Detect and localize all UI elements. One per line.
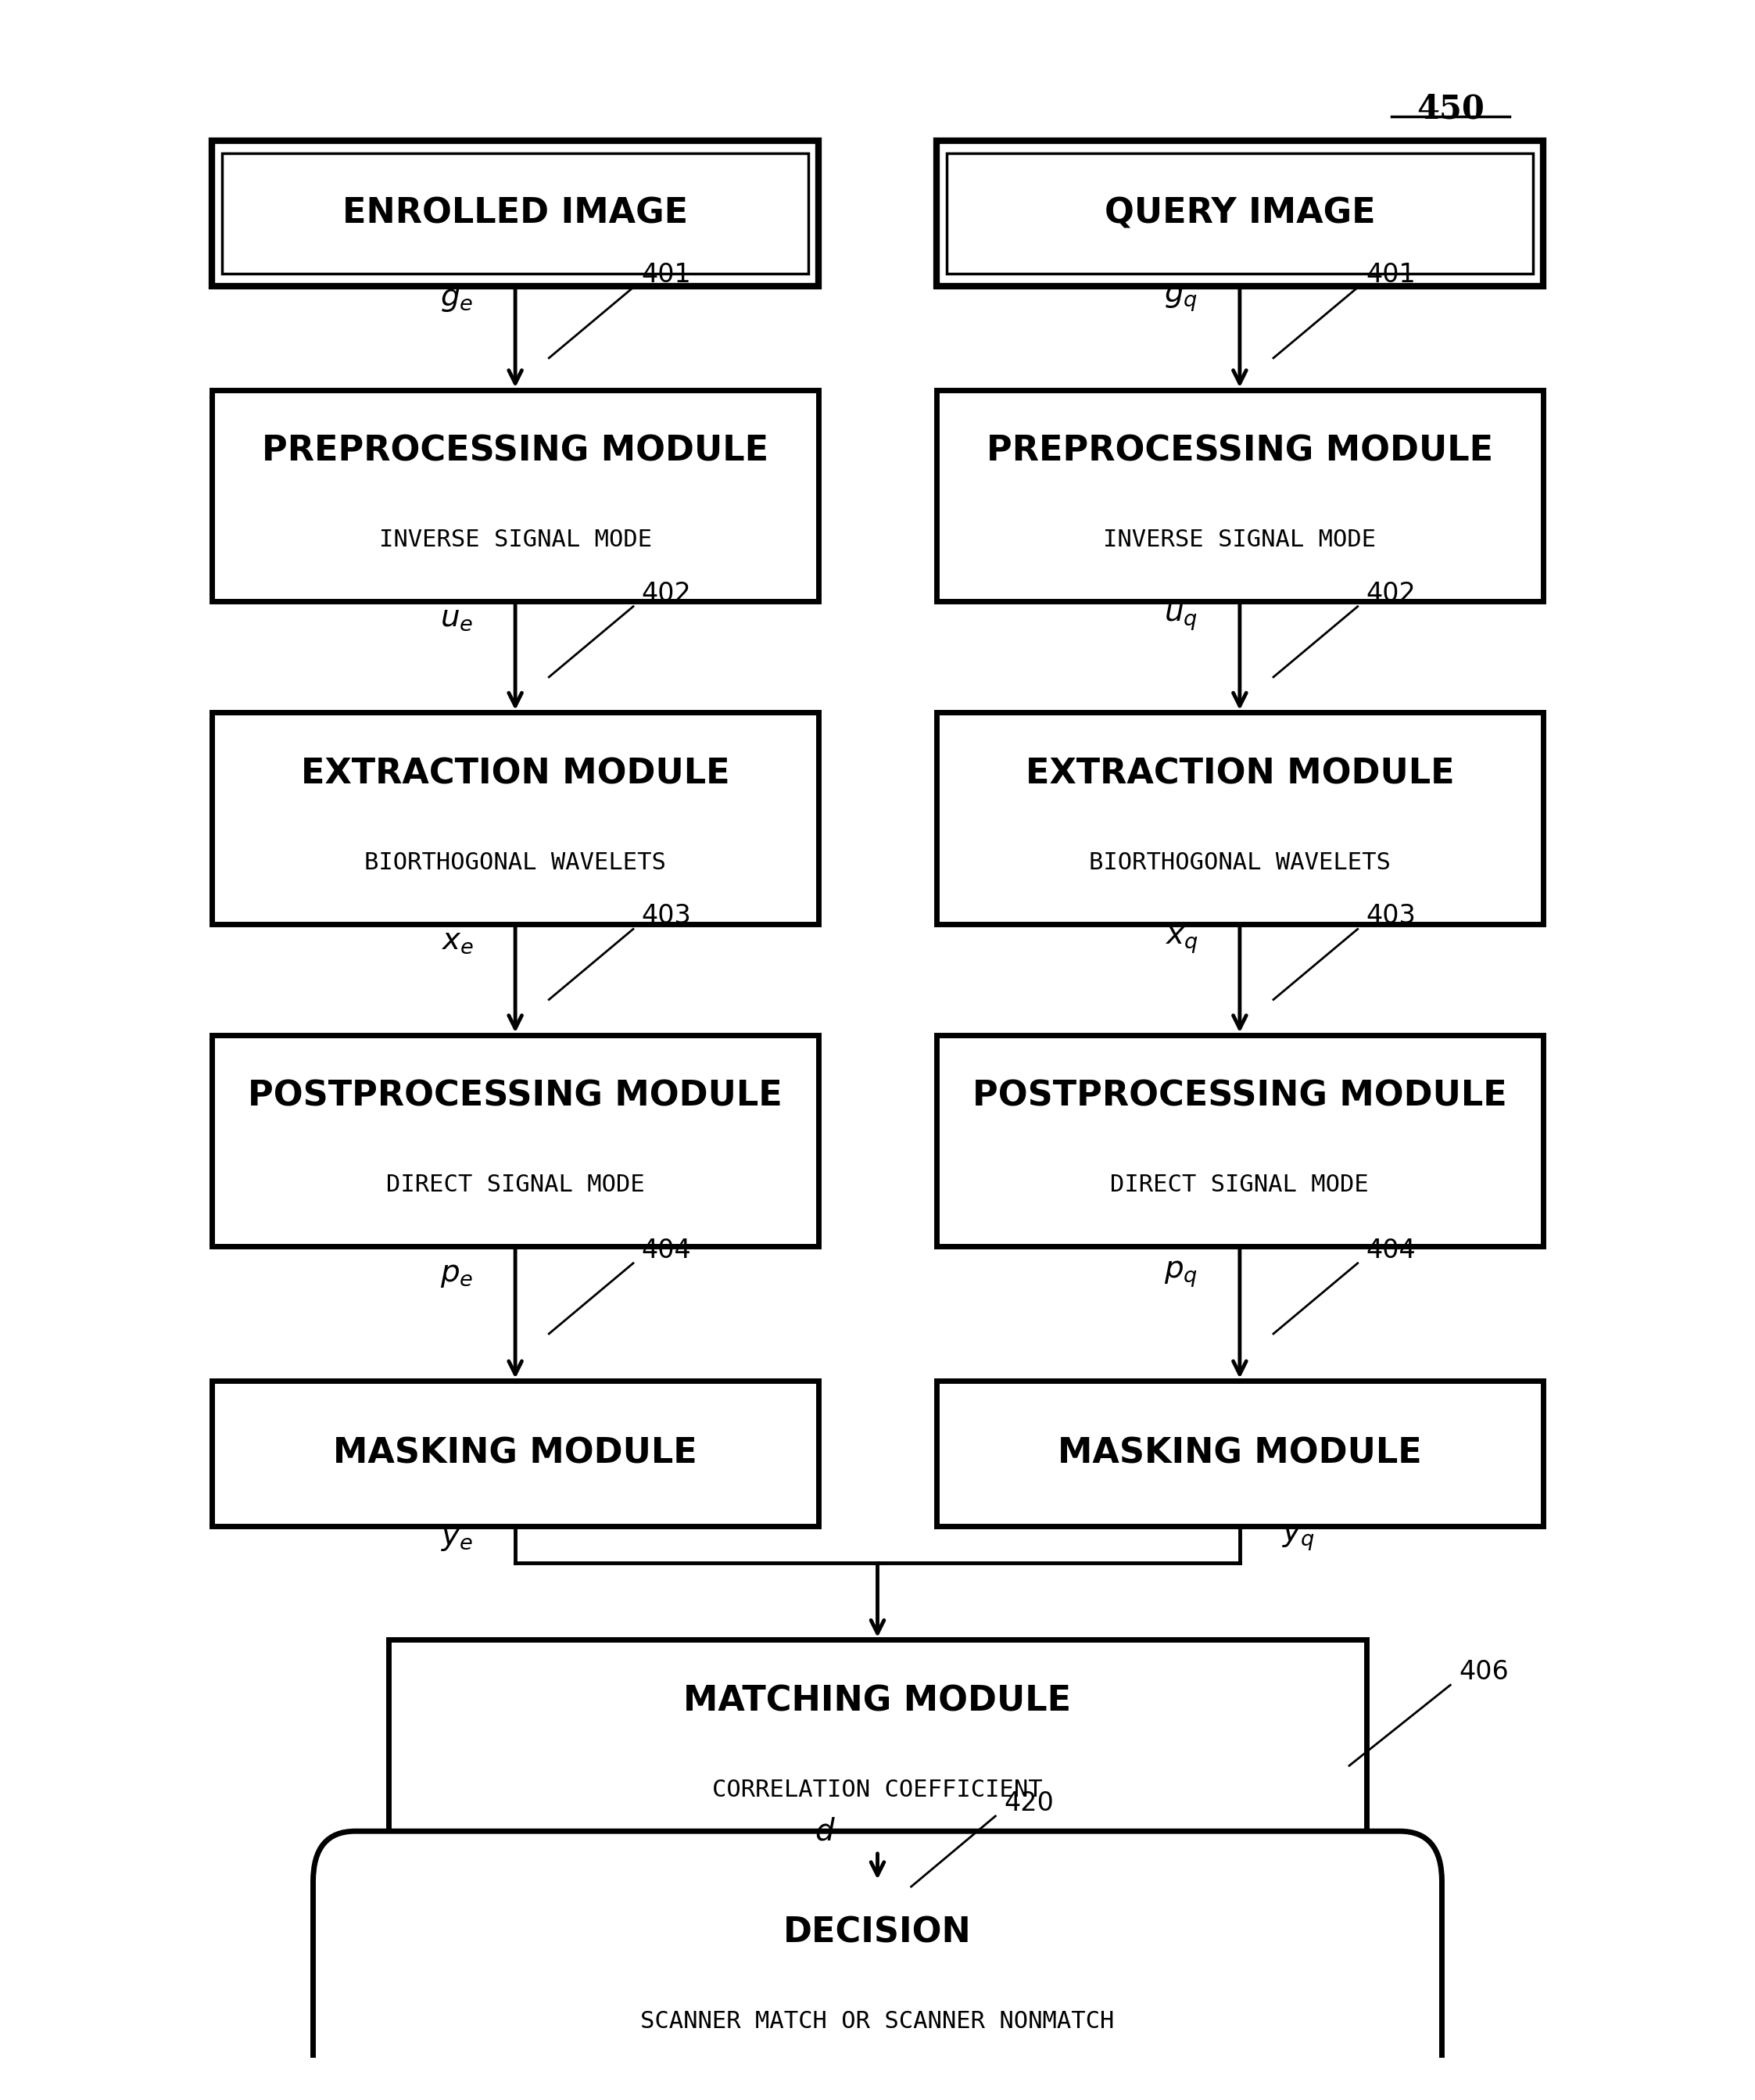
- Bar: [212, 1035, 818, 1247]
- Bar: [390, 1640, 1365, 1852]
- Text: MATCHING MODULE: MATCHING MODULE: [684, 1684, 1071, 1718]
- Text: INVERSE SIGNAL MODE: INVERSE SIGNAL MODE: [379, 529, 651, 552]
- Text: BIORTHOGONAL WAVELETS: BIORTHOGONAL WAVELETS: [1088, 851, 1390, 874]
- Text: CORRELATION COEFFICIENT: CORRELATION COEFFICIENT: [713, 1779, 1042, 1802]
- Bar: [937, 391, 1543, 601]
- Bar: [937, 1035, 1543, 1247]
- Text: $g_e$: $g_e$: [441, 286, 474, 313]
- Bar: [946, 153, 1532, 273]
- Text: MASKING MODULE: MASKING MODULE: [333, 1436, 697, 1470]
- Text: 450: 450: [1416, 92, 1485, 126]
- Text: 404: 404: [642, 1237, 691, 1264]
- Text: EXTRACTION MODULE: EXTRACTION MODULE: [300, 756, 730, 790]
- Text: PREPROCESSING MODULE: PREPROCESSING MODULE: [986, 435, 1494, 468]
- Text: $d$: $d$: [814, 1816, 835, 1846]
- Text: EXTRACTION MODULE: EXTRACTION MODULE: [1025, 756, 1455, 790]
- Text: 403: 403: [1365, 903, 1416, 928]
- Bar: [937, 1380, 1543, 1527]
- Text: 403: 403: [642, 903, 691, 928]
- Text: 406: 406: [1458, 1659, 1509, 1684]
- Text: $u_e$: $u_e$: [441, 605, 474, 632]
- Text: SCANNER MATCH OR SCANNER NONMATCH: SCANNER MATCH OR SCANNER NONMATCH: [641, 2010, 1114, 2033]
- Text: $p_e$: $p_e$: [441, 1260, 474, 1289]
- Bar: [212, 391, 818, 601]
- Text: DIRECT SIGNAL MODE: DIRECT SIGNAL MODE: [1111, 1174, 1369, 1197]
- Bar: [212, 141, 818, 286]
- Bar: [223, 153, 809, 273]
- Text: 404: 404: [1365, 1237, 1416, 1264]
- Text: $p_q$: $p_q$: [1164, 1260, 1197, 1289]
- Text: $g_q$: $g_q$: [1164, 284, 1197, 313]
- Bar: [937, 141, 1543, 286]
- Text: QUERY IMAGE: QUERY IMAGE: [1104, 197, 1376, 231]
- Text: $u_q$: $u_q$: [1164, 603, 1197, 632]
- Text: 402: 402: [642, 582, 691, 607]
- Text: 401: 401: [642, 262, 691, 288]
- Text: ENROLLED IMAGE: ENROLLED IMAGE: [342, 197, 688, 231]
- Text: $y_q$: $y_q$: [1281, 1522, 1314, 1552]
- Text: $y_e$: $y_e$: [441, 1525, 474, 1552]
- Text: DECISION: DECISION: [783, 1915, 972, 1949]
- Text: DIRECT SIGNAL MODE: DIRECT SIGNAL MODE: [386, 1174, 644, 1197]
- Text: $x_e$: $x_e$: [441, 926, 474, 956]
- Bar: [212, 1380, 818, 1527]
- Text: BIORTHOGONAL WAVELETS: BIORTHOGONAL WAVELETS: [365, 851, 667, 874]
- Text: $x_q$: $x_q$: [1165, 926, 1197, 956]
- Text: POSTPROCESSING MODULE: POSTPROCESSING MODULE: [972, 1079, 1508, 1113]
- Text: 401: 401: [1365, 262, 1416, 288]
- Text: POSTPROCESSING MODULE: POSTPROCESSING MODULE: [247, 1079, 783, 1113]
- Text: 420: 420: [1004, 1791, 1053, 1816]
- Text: MASKING MODULE: MASKING MODULE: [1058, 1436, 1422, 1470]
- Text: PREPROCESSING MODULE: PREPROCESSING MODULE: [261, 435, 769, 468]
- Bar: [212, 712, 818, 924]
- FancyBboxPatch shape: [312, 1831, 1443, 2100]
- Bar: [937, 712, 1543, 924]
- Text: 402: 402: [1365, 582, 1416, 607]
- Text: INVERSE SIGNAL MODE: INVERSE SIGNAL MODE: [1104, 529, 1376, 552]
